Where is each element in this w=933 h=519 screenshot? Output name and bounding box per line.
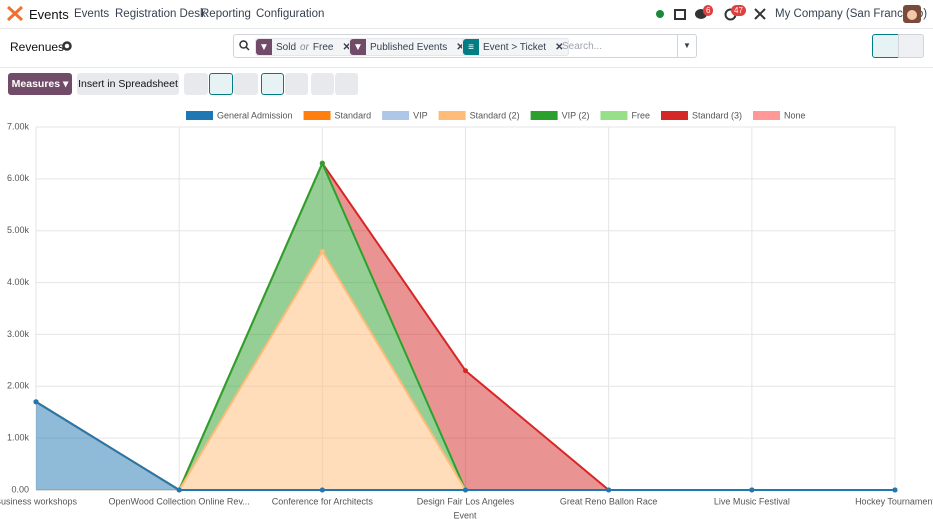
phone-icon[interactable] [673,7,687,21]
sort-asc-button[interactable] [335,73,358,95]
legend-label: General Admission [217,110,293,120]
menu-item[interactable]: Reporting [201,8,251,20]
y-tick-label: 2.00k [7,381,30,391]
legend-swatch [753,111,780,120]
point [749,488,754,493]
x-tick-label: Hockey Tournament [855,496,933,506]
legend-swatch [439,111,466,120]
point [34,399,39,404]
tools-icon[interactable] [754,8,766,20]
x-tick-label: Design Fair Los Angeles [417,496,515,506]
line-chart-button[interactable] [209,73,233,95]
y-tick-label: 7.00k [7,121,30,131]
legend-label: Standard (3) [692,110,742,120]
menu-item[interactable]: Registration Desk [115,8,206,20]
point [320,488,325,493]
button-label: Insert in Spreadsheet [78,78,178,90]
app-name[interactable]: Events [29,7,69,22]
legend-label: Standard [335,110,372,120]
facet-value: Event > Ticket [483,42,546,53]
legend-swatch [531,111,558,120]
x-tick-label: Live Music Festival [714,496,790,506]
pivot-view-button[interactable] [898,34,924,58]
facet: ≡ Event > Ticket✕ [462,38,569,56]
point [463,368,468,373]
sort-desc-button[interactable] [311,73,334,95]
search-input[interactable]: Search... [562,41,602,52]
stacked-button[interactable] [261,73,284,95]
facet-value: Free [313,42,334,53]
y-tick-label: 1.00k [7,433,30,443]
y-tick-label: 5.00k [7,225,30,235]
button-label: Measures [12,78,60,90]
x-axis-title: Event [453,510,477,519]
y-tick-label: 4.00k [7,277,30,287]
facet: ▼ SoldorFree✕ [255,38,357,56]
status-dot [655,9,665,19]
x-tick-label: Business workshops [0,496,78,506]
bar-chart-button[interactable] [184,73,208,95]
y-tick-label: 6.00k [7,173,30,183]
legend-swatch [600,111,627,120]
point [177,488,182,493]
badge: 47 [731,5,746,16]
legend-label: VIP (2) [562,110,590,120]
control-panel: Revenues ▼ SoldorFree✕ ▼ Published Event… [0,29,933,68]
x-tick-label: Great Reno Ballon Race [560,496,658,506]
avatar[interactable] [903,5,921,23]
navbar: Events Events Registration Desk Reportin… [0,0,933,29]
facet-value: Sold [276,42,296,53]
point [320,249,325,254]
y-tick-label: 0.00 [11,484,29,494]
insert-button[interactable]: Insert in Spreadsheet [77,73,179,95]
cumulative-button[interactable] [285,73,308,95]
chart: Event 0.00 1.00k 2.00k 3.00k 4.00k 5.00k 6.00k… [0,100,933,519]
facet: ▼ Published Events✕ [349,38,471,56]
legend-label: None [784,110,806,120]
search-toggle[interactable]: ▼ [677,35,696,57]
search-icon[interactable] [239,40,250,51]
app-logo[interactable] [7,6,23,21]
point [606,488,611,493]
legend-label: Free [631,110,650,120]
facet-value: Published Events [370,42,447,53]
point [893,488,898,493]
x-tick-label: OpenWood Collection Online Rev... [109,496,250,506]
legend-label: Standard (2) [470,110,520,120]
legend-swatch [304,111,331,120]
legend-swatch [382,111,409,120]
point [320,161,325,166]
legend-swatch [661,111,688,120]
y-tick-label: 3.00k [7,329,30,339]
facet-separator: or [300,42,309,53]
legend-swatch [186,111,213,120]
menu-item[interactable]: Events [74,8,109,20]
gear-icon[interactable] [62,41,72,51]
point [463,488,468,493]
legend-label: VIP [413,110,428,120]
menu-item[interactable]: Configuration [256,8,324,20]
graph-view-button[interactable] [872,34,899,58]
x-tick-label: Conference for Architects [272,496,374,506]
badge: 6 [703,5,713,16]
pie-chart-button[interactable] [234,73,258,95]
measures-button[interactable]: Measures ▾ [8,73,72,95]
view-title: Revenues [10,40,64,54]
